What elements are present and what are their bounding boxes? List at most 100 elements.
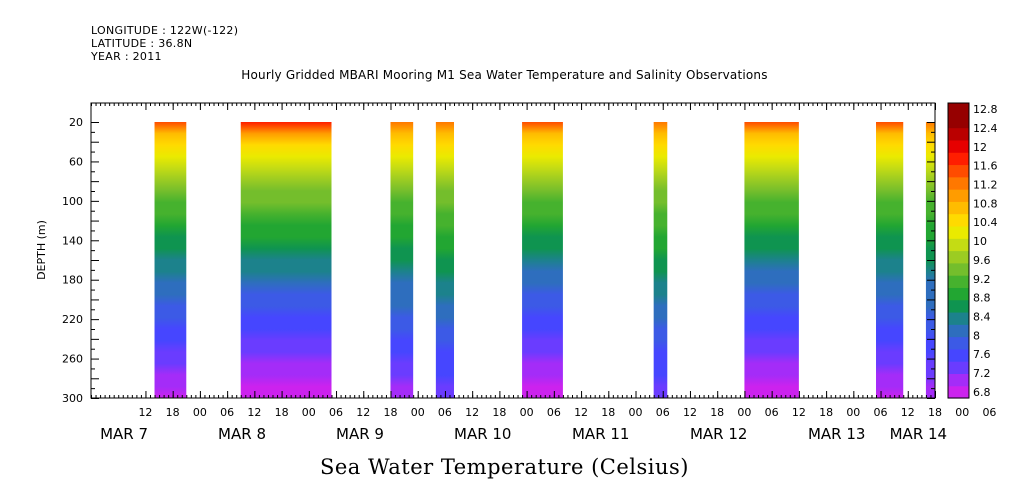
colorbar-label: 6.8 — [973, 386, 991, 399]
data-segment — [876, 122, 904, 398]
y-tick-label: 300 — [62, 392, 83, 405]
x-hour-tick-label: 18 — [275, 406, 289, 419]
x-hour-tick-label: 06 — [656, 406, 670, 419]
x-hour-tick-label: 06 — [438, 406, 452, 419]
x-hour-tick-label: 12 — [356, 406, 370, 419]
colorbar-swatch — [948, 275, 969, 288]
x-day-label: MAR 12 — [690, 425, 747, 443]
x-day-label: MAR 9 — [336, 425, 384, 443]
x-hour-tick-label: 12 — [683, 406, 697, 419]
colorbar-swatch — [948, 115, 969, 129]
x-day-label: MAR 8 — [218, 425, 266, 443]
y-tick-label: 60 — [69, 155, 83, 168]
x-hour-tick-label: 18 — [383, 406, 397, 419]
x-day-label: MAR 14 — [890, 425, 947, 443]
colorbar-label: 8.8 — [973, 292, 991, 305]
x-hour-tick-label: 12 — [901, 406, 915, 419]
x-hour-tick-label: 18 — [601, 406, 615, 419]
colorbar-label: 8 — [973, 329, 980, 342]
y-tick-label: 180 — [62, 274, 83, 287]
y-tick-label: 260 — [62, 353, 83, 366]
x-day-label: MAR 11 — [572, 425, 629, 443]
x-hour-tick-label: 00 — [737, 406, 751, 419]
colorbar-swatch — [948, 201, 969, 215]
colorbar-frame — [947, 102, 970, 399]
data-segment — [240, 122, 332, 398]
x-hour-tick-label: 18 — [710, 406, 724, 419]
data-segment — [390, 122, 414, 398]
latitude-label: LATITUDE : 36.8N — [91, 37, 193, 50]
colorbar-swatch — [948, 385, 969, 399]
longitude-label: LONGITUDE : 122W(-122) — [91, 24, 239, 37]
x-hour-tick-label: 12 — [247, 406, 261, 419]
x-hour-tick-label: 00 — [411, 406, 425, 419]
x-hour-tick-label: 00 — [193, 406, 207, 419]
colorbar-label: 12 — [973, 141, 987, 154]
data-segment — [744, 122, 799, 398]
x-day-label: MAR 13 — [808, 425, 865, 443]
x-hour-tick-label: 00 — [846, 406, 860, 419]
colorbar-label: 10.8 — [973, 197, 998, 210]
x-hour-tick-label: 18 — [166, 406, 180, 419]
colorbar-swatch — [948, 324, 969, 338]
x-hour-tick-label: 00 — [520, 406, 534, 419]
x-day-label: MAR 10 — [454, 425, 511, 443]
x-hour-tick-label: 18 — [819, 406, 833, 419]
colorbar-label: 12.8 — [973, 103, 998, 116]
data-segment — [154, 122, 187, 398]
colorbar-label: 9.2 — [973, 273, 991, 286]
colorbar-swatch — [948, 189, 969, 202]
x-hour-tick-label: 00 — [629, 406, 643, 419]
year-label: YEAR : 2011 — [91, 50, 162, 63]
x-hour-tick-label: 18 — [492, 406, 506, 419]
x-hour-tick-label: 12 — [792, 406, 806, 419]
x-hour-tick-label: 06 — [765, 406, 779, 419]
x-hour-tick-label: 06 — [220, 406, 234, 419]
colorbar-label: 12.4 — [973, 122, 998, 135]
colorbar-swatch — [948, 250, 969, 264]
colorbar-swatch — [948, 287, 969, 301]
colorbar-label: 11.6 — [973, 160, 998, 173]
x-hour-tick-label: 06 — [547, 406, 561, 419]
x-hour-tick-label: 12 — [138, 406, 152, 419]
colorbar-swatch — [948, 373, 969, 387]
colorbar-label: 10.4 — [973, 216, 998, 229]
colorbar-swatch — [948, 336, 969, 350]
chart-title: Hourly Gridded MBARI Mooring M1 Sea Wate… — [241, 68, 768, 82]
x-hour-tick-label: 18 — [928, 406, 942, 419]
colorbar-swatch — [948, 176, 969, 190]
y-axis-label: DEPTH (m) — [35, 220, 48, 280]
data-segment — [435, 122, 455, 398]
data-segments — [154, 122, 935, 398]
colorbar-swatch — [948, 311, 969, 325]
colorbar-swatch — [948, 139, 969, 153]
data-segment — [653, 122, 668, 398]
colorbar-label: 7.2 — [973, 367, 991, 380]
colorbar-swatch — [948, 103, 969, 116]
colorbar-swatch — [948, 164, 969, 178]
x-hour-tick-label: 06 — [329, 406, 343, 419]
colorbar-label: 8.4 — [973, 310, 991, 323]
colorbar: 12.8 12.4 12 11.6 11.2 10.8 10.4 10 9.6 9.2 8.8 8.4… — [947, 102, 998, 399]
colorbar-label: 9.6 — [973, 254, 991, 267]
data-segment — [522, 122, 563, 398]
colorbar-label: 7.6 — [973, 348, 991, 361]
plot-frame — [90, 102, 936, 399]
colorbar-swatch — [948, 299, 969, 313]
x-hour-tick-label: 12 — [574, 406, 588, 419]
colorbar-swatch — [948, 361, 969, 375]
y-tick-label: 100 — [62, 195, 83, 208]
colorbar-swatch — [948, 238, 969, 252]
x-hour-tick-label: 06 — [874, 406, 888, 419]
x-hour-tick-label: 00 — [302, 406, 316, 419]
colorbar-swatch — [948, 213, 969, 227]
x-axis-label: Sea Water Temperature (Celsius) — [319, 455, 689, 479]
y-tick-label: 220 — [62, 313, 83, 326]
x-hour-tick-label: 00 — [955, 406, 969, 419]
colorbar-swatch — [948, 127, 969, 141]
colorbar-swatch — [948, 152, 969, 166]
y-tick-label: 140 — [62, 234, 83, 247]
y-tick-label: 20 — [69, 116, 83, 129]
colorbar-label: 10 — [973, 235, 987, 248]
